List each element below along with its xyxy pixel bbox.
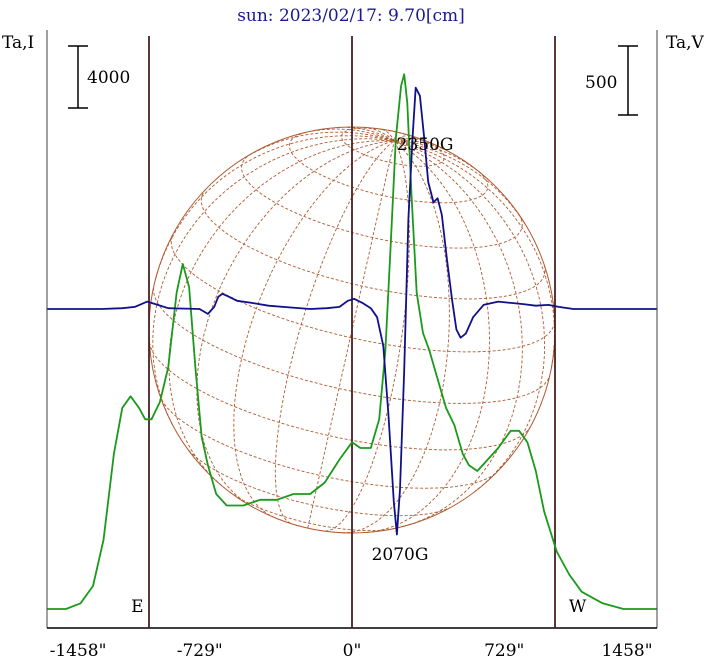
left-axis-label: Ta,I [2,33,34,53]
longitude-line [274,140,395,524]
vertical-markers [148,36,556,628]
longitude-line [394,140,555,368]
x-tick-label: -729" [177,641,223,661]
longitude-line [311,128,395,142]
longitude-line [342,140,450,534]
longitude-line [394,140,443,150]
latitude-line [161,399,495,489]
longitude-line [152,138,395,425]
longitude-line [394,140,546,493]
right-scale-bar: 500 [585,45,638,116]
right-axis-label: Ta,V [666,33,705,53]
longitude-line [366,140,490,533]
longitude-line [168,140,395,487]
x-tick-label: -1458" [50,641,107,661]
x-tick-labels: -1458" -729" 0" 729" 1458" [50,641,653,661]
annotation-2350g: 2350G [397,135,454,155]
left-scale-bar-label: 4000 [87,68,130,88]
longitude-line [240,131,395,161]
latitude-line [341,127,445,167]
longitude-line [381,128,395,141]
latitude-line [148,342,531,451]
latitude-line [153,287,550,404]
longitude-line [394,140,523,527]
series-layer [47,73,657,610]
annotation-e: E [131,597,143,617]
longitude-line [325,140,410,532]
longitude-line [394,140,474,168]
right-scale-bar-label: 500 [585,73,617,93]
left-scale-bar: 4000 [68,45,130,109]
latitude-line [288,131,489,204]
annotations: 2350G 2070G E W [131,135,587,617]
annotation-2070g: 2070G [372,545,429,565]
latitude-line [241,153,523,249]
longitude-line [307,140,395,528]
latitude-line [229,491,394,532]
longitude-line [394,140,526,225]
x-tick-label: 0" [343,641,362,661]
chart-title: sun: 2023/02/17: 9.70[cm] [237,6,465,26]
series-I-line [47,73,657,610]
longitude-line [196,140,395,508]
longitude-line [155,135,395,280]
x-tick-label: 729" [484,641,524,661]
longitude-line [233,140,395,519]
latitude-line [170,236,556,353]
longitude-line [346,126,395,142]
x-tick-label: 1458" [601,641,652,661]
annotation-w: W [569,597,587,617]
latitude-line [200,188,546,300]
series-V-line [47,86,657,536]
